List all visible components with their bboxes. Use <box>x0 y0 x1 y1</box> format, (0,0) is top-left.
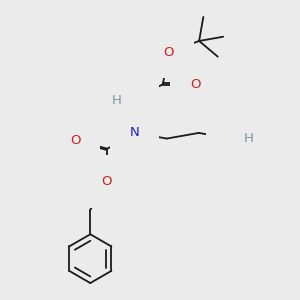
Text: O: O <box>163 46 174 59</box>
Text: N: N <box>130 94 140 107</box>
Text: H: H <box>112 94 122 107</box>
Text: O: O <box>226 132 236 145</box>
Text: N: N <box>130 126 140 140</box>
Text: O: O <box>190 78 201 91</box>
Text: H: H <box>244 132 254 145</box>
Text: O: O <box>101 175 112 188</box>
Text: O: O <box>70 134 80 147</box>
